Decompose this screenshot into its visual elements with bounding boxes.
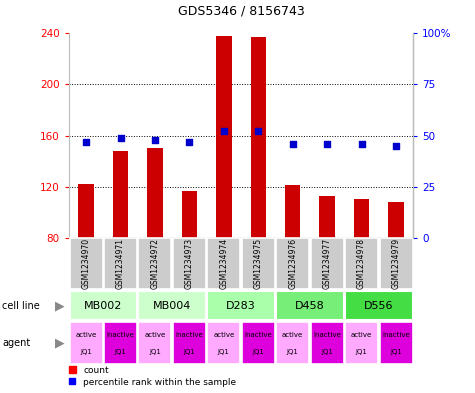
Point bbox=[289, 141, 296, 147]
Bar bbox=[173, 238, 206, 289]
Bar bbox=[345, 238, 378, 289]
Text: D556: D556 bbox=[364, 301, 394, 310]
Point bbox=[186, 139, 193, 145]
Bar bbox=[311, 322, 344, 364]
Text: GDS5346 / 8156743: GDS5346 / 8156743 bbox=[178, 5, 304, 18]
Text: MB004: MB004 bbox=[153, 301, 191, 310]
Text: JQ1: JQ1 bbox=[183, 349, 195, 355]
Text: inactive: inactive bbox=[382, 332, 410, 338]
Text: GSM1234970: GSM1234970 bbox=[82, 238, 91, 289]
Bar bbox=[138, 322, 171, 364]
Point bbox=[151, 136, 159, 143]
Bar bbox=[242, 322, 275, 364]
Bar bbox=[250, 37, 266, 238]
Bar bbox=[285, 185, 301, 238]
Bar bbox=[147, 148, 163, 238]
Text: ▶: ▶ bbox=[55, 336, 64, 349]
Text: GSM1234975: GSM1234975 bbox=[254, 238, 263, 289]
Bar bbox=[276, 322, 309, 364]
Text: active: active bbox=[351, 332, 372, 338]
Text: active: active bbox=[282, 332, 304, 338]
Text: cell line: cell line bbox=[2, 301, 40, 310]
Bar bbox=[276, 292, 344, 320]
Bar bbox=[319, 196, 335, 238]
Bar bbox=[354, 199, 370, 238]
Bar bbox=[69, 322, 103, 364]
Text: agent: agent bbox=[2, 338, 30, 348]
Text: JQ1: JQ1 bbox=[149, 349, 161, 355]
Bar bbox=[380, 238, 413, 289]
Text: GSM1234978: GSM1234978 bbox=[357, 238, 366, 289]
Bar bbox=[78, 184, 94, 238]
Bar bbox=[69, 292, 137, 320]
Bar bbox=[69, 238, 103, 289]
Bar bbox=[207, 292, 275, 320]
Text: GSM1234973: GSM1234973 bbox=[185, 238, 194, 289]
Bar bbox=[345, 292, 413, 320]
Text: GSM1234972: GSM1234972 bbox=[151, 238, 160, 289]
Bar bbox=[345, 322, 378, 364]
Text: JQ1: JQ1 bbox=[356, 349, 368, 355]
Bar bbox=[138, 238, 171, 289]
Point bbox=[117, 134, 124, 141]
Text: inactive: inactive bbox=[245, 332, 272, 338]
Text: active: active bbox=[213, 332, 235, 338]
Bar bbox=[138, 292, 206, 320]
Text: inactive: inactive bbox=[176, 332, 203, 338]
Bar bbox=[207, 322, 240, 364]
Text: JQ1: JQ1 bbox=[390, 349, 402, 355]
Bar bbox=[207, 238, 240, 289]
Text: GSM1234979: GSM1234979 bbox=[391, 238, 400, 289]
Text: active: active bbox=[144, 332, 166, 338]
Bar bbox=[113, 151, 128, 238]
Text: GSM1234977: GSM1234977 bbox=[323, 238, 332, 289]
Bar bbox=[388, 202, 404, 238]
Text: JQ1: JQ1 bbox=[287, 349, 299, 355]
Text: GSM1234971: GSM1234971 bbox=[116, 238, 125, 289]
Point bbox=[358, 141, 365, 147]
Bar bbox=[104, 238, 137, 289]
Text: ▶: ▶ bbox=[55, 299, 64, 312]
Text: JQ1: JQ1 bbox=[80, 349, 92, 355]
Point bbox=[82, 139, 90, 145]
Point bbox=[392, 143, 400, 149]
Bar bbox=[104, 322, 137, 364]
Text: GSM1234976: GSM1234976 bbox=[288, 238, 297, 289]
Text: MB002: MB002 bbox=[84, 301, 123, 310]
Text: GSM1234974: GSM1234974 bbox=[219, 238, 228, 289]
Bar bbox=[380, 322, 413, 364]
Point bbox=[255, 129, 262, 135]
Point bbox=[220, 129, 228, 135]
Text: active: active bbox=[76, 332, 97, 338]
Text: JQ1: JQ1 bbox=[218, 349, 230, 355]
Bar bbox=[242, 238, 275, 289]
Text: D458: D458 bbox=[295, 301, 325, 310]
Text: JQ1: JQ1 bbox=[252, 349, 264, 355]
Bar bbox=[276, 238, 309, 289]
Bar bbox=[216, 36, 232, 238]
Bar bbox=[173, 322, 206, 364]
Text: D283: D283 bbox=[226, 301, 256, 310]
Text: inactive: inactive bbox=[314, 332, 341, 338]
Bar bbox=[311, 238, 344, 289]
Bar bbox=[181, 191, 197, 238]
Text: JQ1: JQ1 bbox=[321, 349, 333, 355]
Text: inactive: inactive bbox=[107, 332, 134, 338]
Point bbox=[323, 141, 331, 147]
Text: JQ1: JQ1 bbox=[114, 349, 126, 355]
Legend: count, percentile rank within the sample: count, percentile rank within the sample bbox=[69, 366, 236, 387]
